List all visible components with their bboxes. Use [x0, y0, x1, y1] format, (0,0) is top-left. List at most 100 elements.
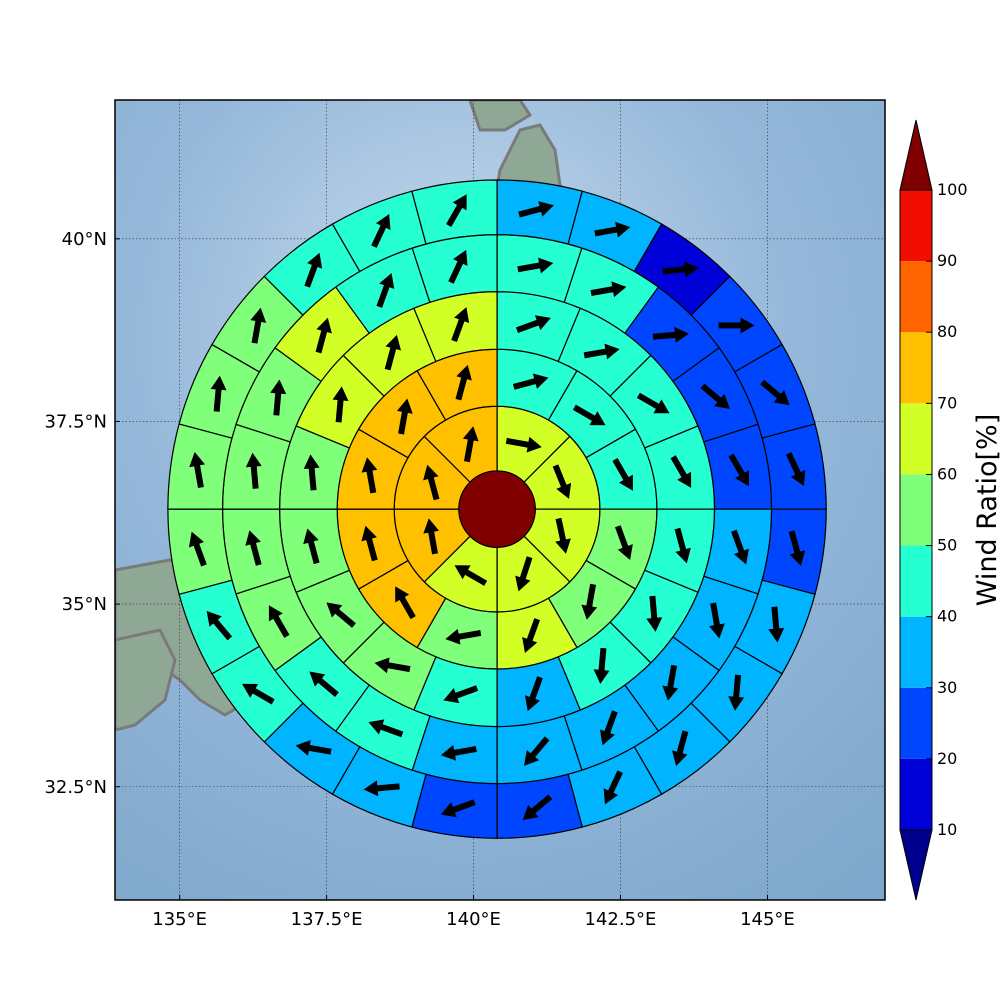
- plot-frame: [114, 99, 886, 901]
- wind-arrow: [445, 628, 482, 645]
- wind-arrow-shape: [242, 683, 275, 705]
- wind-arrow: [361, 457, 378, 494]
- y-tick-label: 35°N: [62, 594, 107, 615]
- colorbar-tick-label: 60: [937, 464, 957, 483]
- wind-arrow: [304, 252, 323, 288]
- wind-arrow-shape: [555, 517, 571, 554]
- colorbar-tick-label: 30: [937, 678, 957, 697]
- center-cell: [458, 470, 536, 548]
- wind-arrow: [0, 0, 8, 18]
- wind-arrow: [371, 213, 391, 248]
- wind-arrow-shape: [0, 0, 8, 18]
- wind-arrow: [309, 671, 339, 697]
- wind-arrow-shape: [0, 0, 8, 18]
- wind-arrow-shape: [0, 0, 8, 18]
- wind-arrow-shape: [250, 307, 267, 344]
- wind-arrow: [0, 0, 8, 18]
- wind-arrow-shape: [594, 221, 631, 238]
- wind-arrow-shape: [728, 453, 750, 487]
- colorbar-tick-label: 90: [937, 251, 957, 270]
- wind-arrow-shape: [268, 605, 290, 638]
- wind-arrow-shape: [0, 0, 8, 18]
- y-axis-ticks: 32.5°N 35°N 37.5°N 40°N: [44, 229, 120, 798]
- wind-arrow-shape: [614, 525, 633, 561]
- wind-arrow-shape: [572, 404, 606, 426]
- ring-sector: [411, 773, 498, 839]
- wind-arrow: [672, 730, 689, 766]
- wind-arrow: [768, 606, 785, 643]
- wind-arrow-shape: [0, 0, 8, 18]
- wind-arrow: [515, 556, 533, 592]
- wind-arrow: [0, 0, 8, 18]
- wind-arrow-shape: [376, 273, 395, 308]
- wind-arrow: [700, 383, 731, 410]
- wind-arrow: [0, 0, 8, 18]
- wind-arrow: [0, 0, 8, 18]
- wind-arrow-shape: [0, 0, 8, 18]
- wind-arrow-shape: [518, 201, 554, 218]
- wind-arrow: [512, 373, 549, 390]
- x-tick-label: 137.5°E: [291, 909, 363, 930]
- wind-arrow: [455, 364, 472, 401]
- wind-arrow: [245, 530, 262, 566]
- wind-arrow-shape: [445, 628, 482, 645]
- wind-arrow-shape: [646, 595, 663, 632]
- wind-arrow-shape: [0, 0, 8, 18]
- wind-arrow-shape: [395, 586, 416, 620]
- wind-arrow-shape: [700, 383, 731, 410]
- x-tick-label: 142.5°E: [585, 909, 657, 930]
- wind-arrow: [583, 343, 620, 360]
- wind-arrow-shape: [0, 0, 8, 18]
- wind-arrow-shape: [295, 740, 332, 756]
- wind-arrow-shape: [451, 307, 470, 343]
- wind-arrow: [376, 273, 395, 308]
- wind-arrow-shape: [760, 379, 790, 406]
- wind-arrow: [662, 664, 679, 701]
- wind-arrow-shape: [0, 0, 8, 18]
- wind-arrow-shape: [454, 565, 488, 586]
- wind-arrow: [295, 740, 332, 756]
- wind-arrow-shape: [731, 529, 749, 565]
- wind-arrow: [731, 529, 749, 565]
- wind-arrow-shape: [0, 0, 8, 18]
- wind-arrow: [603, 770, 623, 805]
- wind-arrow-shape: [672, 730, 689, 766]
- wind-arrow: [454, 565, 488, 586]
- wind-arrow: [0, 0, 8, 18]
- wind-arrow-shape: [423, 464, 440, 501]
- wind-arrow: [581, 583, 598, 620]
- wind-arrow: [384, 334, 401, 371]
- wind-arrow-shape: [361, 525, 378, 562]
- wind-direction-arrows: [0, 0, 806, 820]
- wind-arrow: [270, 379, 287, 416]
- wind-arrow-shape: [0, 0, 8, 18]
- wind-arrow-shape: [515, 556, 533, 592]
- wind-arrow-shape: [612, 458, 633, 491]
- wind-arrow-shape: [728, 674, 745, 711]
- wind-arrow: [0, 0, 8, 18]
- wind-arrow: [670, 455, 692, 488]
- wind-arrow-shape: [0, 0, 8, 18]
- wind-arrow-shape: [0, 0, 8, 18]
- wind-arrow: [462, 426, 479, 463]
- wind-arrow: [0, 0, 8, 18]
- colorbar-segment: [900, 403, 932, 475]
- wind-arrow: [518, 201, 554, 218]
- wind-arrow: [674, 527, 691, 564]
- wind-arrow: [555, 517, 571, 554]
- x-tick-label: 145°E: [740, 909, 795, 930]
- wind-arrow-shape: [593, 647, 610, 684]
- wind-arrow: [652, 326, 689, 343]
- wind-arrow: [0, 0, 8, 18]
- wind-arrow: [303, 528, 320, 565]
- wind-arrow-shape: [768, 606, 785, 643]
- wind-arrow-shape: [332, 386, 349, 423]
- wind-arrow-shape: [583, 343, 620, 360]
- wind-arrow-shape: [523, 736, 550, 766]
- wind-arrow: [0, 0, 8, 18]
- wind-arrow: [451, 307, 470, 343]
- wind-arrow-shape: [674, 527, 691, 564]
- colorbar-tick-label: 80: [937, 322, 957, 341]
- wind-arrow-shape: [245, 530, 262, 566]
- wind-arrow: [303, 454, 320, 491]
